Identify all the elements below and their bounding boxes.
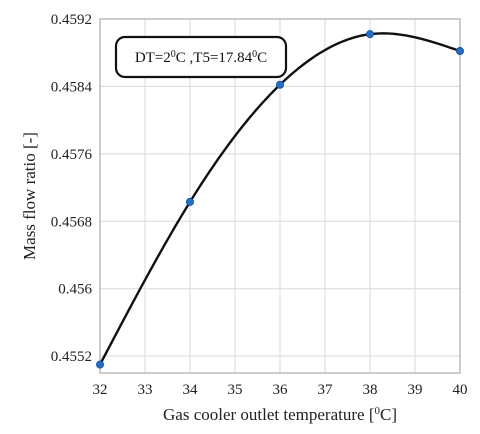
y-tick-label: 0.4568: [51, 214, 92, 230]
y-tick-labels: 0.4552 0.456 0.4568 0.4576 0.4584 0.4592: [51, 12, 93, 365]
data-point: [455, 47, 464, 56]
x-tick-label: 36: [273, 382, 289, 398]
x-tick-label: 40: [453, 382, 468, 398]
y-axis-label: Mass flow ratio [-]: [20, 132, 39, 260]
data-point: [96, 360, 105, 369]
plot-border: [99, 18, 461, 374]
x-tick-label: 32: [93, 382, 108, 398]
annotation-box: DT=20C ,T5=17.840C: [114, 35, 288, 79]
x-tick-label: 39: [408, 382, 423, 398]
y-tick-label: 0.4576: [51, 147, 93, 163]
annotation-text: DT=20C ,T5=17.840C: [135, 49, 267, 67]
data-point: [275, 80, 284, 89]
y-tick-label: 0.4552: [51, 349, 92, 365]
x-tick-label: 34: [183, 382, 199, 398]
annotation-frame: [114, 35, 288, 79]
x-tick-label: 38: [363, 382, 378, 398]
y-tick-label: 0.4584: [51, 79, 93, 95]
x-tick-label: 35: [228, 382, 243, 398]
data-point: [365, 30, 374, 39]
marker-layer: [96, 30, 464, 369]
x-axis-label: Gas cooler outlet temperature [0C]: [163, 405, 397, 424]
data-point: [185, 197, 194, 206]
x-tick-label: 37: [318, 382, 334, 398]
x-tick-label: 33: [138, 382, 153, 398]
y-tick-label: 0.456: [58, 282, 92, 298]
y-tick-label: 0.4592: [51, 12, 92, 28]
x-tick-labels: 32 33 34 35 36 37 38 39 40: [93, 382, 468, 398]
plot-frame: [99, 18, 461, 374]
